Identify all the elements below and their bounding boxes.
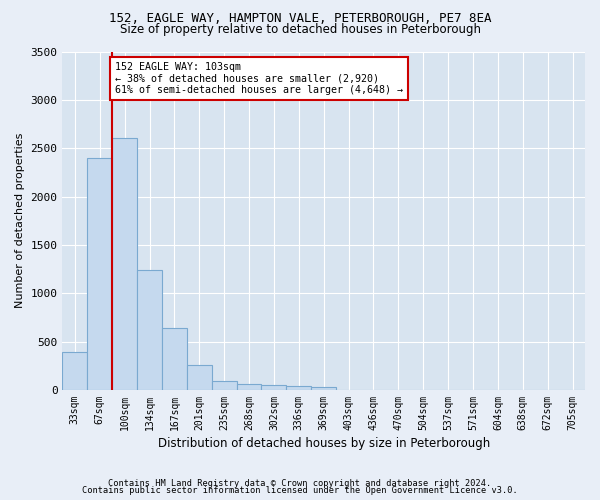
Bar bbox=[187, 366, 212, 390]
Bar bbox=[88, 158, 112, 390]
Text: Size of property relative to detached houses in Peterborough: Size of property relative to detached ho… bbox=[119, 22, 481, 36]
X-axis label: Distribution of detached houses by size in Peterborough: Distribution of detached houses by size … bbox=[158, 437, 490, 450]
Bar bbox=[162, 328, 187, 390]
Bar bbox=[212, 381, 236, 390]
Bar bbox=[137, 270, 162, 390]
Bar bbox=[112, 138, 137, 390]
Bar bbox=[236, 384, 262, 390]
Text: Contains HM Land Registry data © Crown copyright and database right 2024.: Contains HM Land Registry data © Crown c… bbox=[109, 478, 491, 488]
Bar bbox=[311, 387, 336, 390]
Text: 152, EAGLE WAY, HAMPTON VALE, PETERBOROUGH, PE7 8EA: 152, EAGLE WAY, HAMPTON VALE, PETERBOROU… bbox=[109, 12, 491, 26]
Bar bbox=[62, 352, 88, 390]
Y-axis label: Number of detached properties: Number of detached properties bbox=[15, 133, 25, 308]
Text: 152 EAGLE WAY: 103sqm
← 38% of detached houses are smaller (2,920)
61% of semi-d: 152 EAGLE WAY: 103sqm ← 38% of detached … bbox=[115, 62, 403, 95]
Bar bbox=[262, 384, 286, 390]
Bar bbox=[286, 386, 311, 390]
Text: Contains public sector information licensed under the Open Government Licence v3: Contains public sector information licen… bbox=[82, 486, 518, 495]
